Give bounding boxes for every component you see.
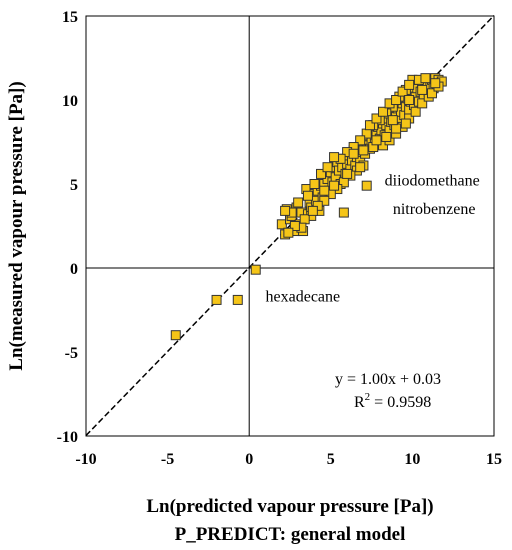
data-point xyxy=(293,197,304,208)
x-tick-label: 5 xyxy=(327,451,335,468)
data-point xyxy=(329,180,340,191)
y-tick-label: 15 xyxy=(62,9,78,26)
data-point xyxy=(420,73,431,84)
data-point xyxy=(417,84,428,95)
data-point xyxy=(283,227,294,238)
x-tick-label: 15 xyxy=(486,451,502,468)
data-point xyxy=(417,98,428,109)
y-tick-label: -10 xyxy=(57,429,78,446)
x-tick-label: 10 xyxy=(404,451,420,468)
data-point xyxy=(338,207,349,218)
x-tick-label: -10 xyxy=(75,451,96,468)
data-point xyxy=(211,294,222,305)
data-point xyxy=(302,190,313,201)
data-point xyxy=(348,148,359,159)
data-point xyxy=(355,162,366,173)
data-point xyxy=(391,95,402,105)
data-point xyxy=(404,95,415,105)
data-point xyxy=(280,205,291,216)
y-tick-label: 0 xyxy=(70,261,78,278)
data-point xyxy=(170,330,181,341)
annotation-label: diiodomethane xyxy=(385,173,480,190)
data-point xyxy=(371,135,382,146)
y-axis-label: Ln(measured vapour pressure [Pa]) xyxy=(6,81,27,370)
data-point xyxy=(355,135,366,146)
data-point xyxy=(232,294,243,305)
data-points xyxy=(170,73,447,341)
data-point xyxy=(319,195,330,206)
data-point xyxy=(364,120,375,131)
plot-frame xyxy=(85,15,495,437)
data-point xyxy=(289,221,300,231)
data-point xyxy=(381,131,392,142)
data-point xyxy=(387,115,398,126)
x-tick-labels: -10 -5 0 5 10 15 xyxy=(75,451,502,468)
r-squared-label: R2 = 0.9598 xyxy=(354,391,431,411)
data-point xyxy=(391,123,402,134)
x-tick-label: 0 xyxy=(245,451,253,468)
data-point xyxy=(400,118,411,129)
data-point xyxy=(378,106,389,117)
data-point xyxy=(404,79,415,90)
data-point xyxy=(307,205,318,216)
data-point xyxy=(426,88,437,99)
y-tick-labels: -10 -5 0 5 10 15 xyxy=(57,9,78,446)
data-point xyxy=(319,185,330,196)
y-tick-label: -5 xyxy=(65,345,78,362)
data-point xyxy=(322,162,333,173)
y-tick-label: 10 xyxy=(62,93,78,110)
data-point xyxy=(361,180,372,191)
equation-label: y = 1.00x + 0.03 xyxy=(335,371,441,388)
y-tick-label: 5 xyxy=(70,177,78,194)
data-point xyxy=(250,264,261,275)
data-point xyxy=(430,78,441,89)
data-point xyxy=(276,219,287,230)
annotation-label: hexadecane xyxy=(266,289,341,306)
data-point xyxy=(371,113,382,124)
data-point xyxy=(410,106,421,117)
point-annotations: diiodomethane nitrobenzene hexadecane xyxy=(266,173,480,306)
x-tick-label: -5 xyxy=(161,451,174,468)
data-point xyxy=(358,145,369,156)
x-axis-label: Ln(predicted vapour pressure [Pa]) xyxy=(146,496,433,517)
chart-subtitle: P_PREDICT: general model xyxy=(175,524,406,545)
data-point xyxy=(342,168,353,179)
annotation-label: nitrobenzene xyxy=(393,201,476,218)
data-point xyxy=(397,86,408,97)
data-point xyxy=(316,168,327,179)
data-point xyxy=(329,152,340,163)
data-point xyxy=(309,179,320,189)
data-point xyxy=(299,214,310,225)
